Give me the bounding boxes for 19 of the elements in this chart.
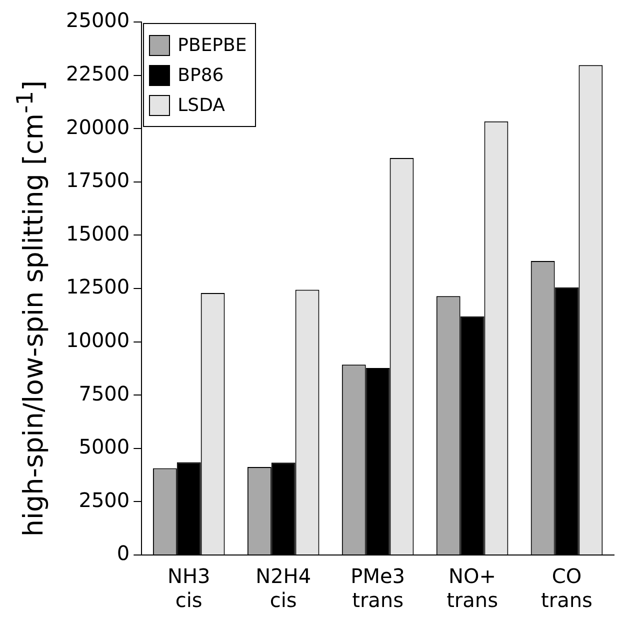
- x-tick-label: NO+ trans: [446, 564, 498, 612]
- y-tick-label: 5000: [78, 434, 130, 459]
- y-tick-label: 22500: [66, 62, 130, 86]
- y-tick-label: 12500: [66, 274, 130, 299]
- x-tick-label: N2H4 cis: [256, 564, 312, 612]
- legend-label: PBEPBE: [178, 34, 247, 56]
- x-tick-label: NH3 cis: [167, 564, 210, 612]
- y-tick-label: 7500: [78, 381, 130, 406]
- legend-label: LSDA: [178, 94, 225, 116]
- legend-label: BP86: [178, 64, 224, 86]
- y-tick-label: 2500: [78, 488, 130, 512]
- y-tick-label: 10000: [66, 328, 130, 352]
- x-tick-label: PMe3 trans: [350, 564, 405, 612]
- y-tick-label: 25000: [66, 8, 130, 32]
- y-tick-label: 0: [116, 541, 130, 566]
- y-tick-label: 15000: [66, 221, 130, 246]
- y-tick-label: 20000: [66, 114, 130, 139]
- x-tick-label: CO trans: [541, 564, 592, 612]
- y-tick-label: 17500: [66, 168, 130, 192]
